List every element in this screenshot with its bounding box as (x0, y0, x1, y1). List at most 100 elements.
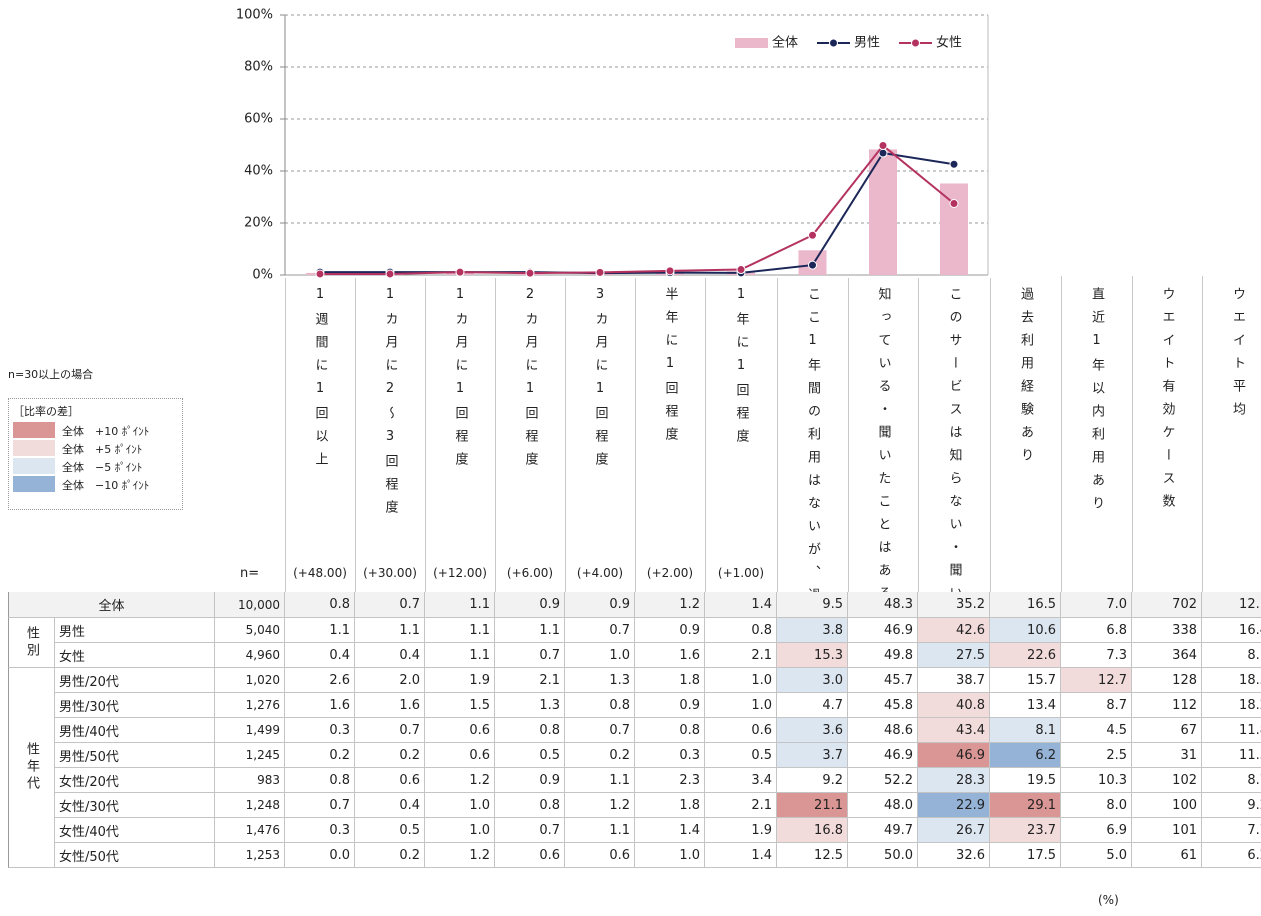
column-divider (355, 278, 356, 592)
value-cell: 1.6 (635, 643, 705, 668)
value-cell: 1.4 (705, 843, 777, 868)
legend-label: 男性 (854, 36, 880, 51)
column-divider (777, 278, 778, 592)
value-cell: 1.2 (425, 768, 495, 793)
value-cell: 1.1 (355, 618, 425, 643)
value-cell: 0.6 (425, 718, 495, 743)
value-cell: 0.9 (495, 592, 565, 618)
value-cell: 6.8 (1061, 618, 1132, 643)
column-divider (285, 278, 286, 592)
y-tick-label: 40% (244, 164, 273, 179)
column-divider (848, 278, 849, 592)
value-cell: 1.3 (565, 668, 635, 693)
value-cell: 45.7 (848, 668, 918, 693)
n-cell: 1,248 (215, 793, 285, 818)
n-cell: 1,476 (215, 818, 285, 843)
value-cell: 4.7 (777, 693, 848, 718)
column-header: 直近1年以内利用あり (1061, 287, 1132, 552)
legend-label: 全体 (62, 461, 84, 474)
value-cell: 26.7 (918, 818, 990, 843)
legend-points: −10 ﾎﾟｲﾝﾄ (95, 479, 150, 492)
column-divider (495, 278, 496, 592)
value-cell: 0.9 (635, 618, 705, 643)
value-cell: 1.0 (425, 818, 495, 843)
marker (455, 267, 465, 277)
value-cell: 11.3 (1202, 743, 1261, 768)
legend-swatch (13, 476, 55, 492)
value-cell: 48.0 (848, 793, 918, 818)
value-cell: 2.1 (495, 668, 565, 693)
value-cell: 338 (1132, 618, 1202, 643)
n-cell: 1,499 (215, 718, 285, 743)
value-cell: 0.6 (705, 718, 777, 743)
column-header: ここ1年間の利用はないが、過去に利用したことがある (777, 287, 848, 864)
legend-swatch (735, 38, 768, 48)
value-cell: 16.4 (1202, 618, 1261, 643)
column-header-text: 過去利用経験あり (1018, 287, 1033, 471)
value-cell: 0.8 (495, 793, 565, 818)
sublabel: (+1.00) (717, 566, 765, 580)
marker (595, 267, 605, 277)
unit: (%) (1098, 893, 1119, 907)
column-header: 1カ月に2～3回程度 (355, 287, 425, 552)
n-cell: 10,000 (215, 592, 285, 618)
value-cell: 32.6 (918, 843, 990, 868)
row-label: 女性/30代 (55, 793, 215, 818)
y-tick-label: 60% (244, 112, 273, 127)
value-cell: 46.9 (918, 743, 990, 768)
value-cell: 1.4 (705, 592, 777, 618)
column-header: ウエイト有効ケース数 (1132, 287, 1202, 552)
value-cell: 1.1 (565, 768, 635, 793)
value-cell: 49.8 (848, 643, 918, 668)
column-header-text: ここ1年間の利用はないが、過去に利用したことがある (805, 287, 820, 864)
n-cell: 983 (215, 768, 285, 793)
row-label: 全体 (8, 592, 215, 618)
row-label: 男性/40代 (55, 718, 215, 743)
value-cell: 1.5 (425, 693, 495, 718)
value-cell: 0.8 (285, 592, 355, 618)
value-cell: 27.5 (918, 643, 990, 668)
value-cell: 13.4 (990, 693, 1061, 718)
value-cell: 1.2 (635, 592, 705, 618)
column-header: 1カ月に1回程度 (425, 287, 495, 552)
value-cell: 0.9 (565, 592, 635, 618)
note: n=30以上の場合 (8, 368, 94, 381)
column-header-text: 1カ月に1回程度 (452, 287, 468, 475)
sublabel: (+30.00) (363, 566, 417, 580)
column-header-text: 3カ月に1回程度 (592, 287, 608, 475)
value-cell: 1.9 (425, 668, 495, 693)
value-cell: 9.5 (777, 592, 848, 618)
bar (940, 183, 968, 275)
value-cell: 1.1 (285, 618, 355, 643)
column-header-text: ウエイト平均 (1230, 287, 1245, 425)
value-cell: 12.1 (1202, 592, 1261, 618)
column-divider (425, 278, 426, 592)
value-cell: 0.3 (635, 743, 705, 768)
sublabel: (+12.00) (433, 566, 487, 580)
value-cell: 11.8 (1202, 718, 1261, 743)
value-cell: 1.3 (495, 693, 565, 718)
group-label-text: 性別 (24, 625, 39, 660)
column-header-text: 直近1年以内利用あり (1089, 287, 1104, 519)
y-tick-label: 20% (244, 216, 273, 231)
value-cell: 8.1 (1202, 643, 1261, 668)
value-cell: 0.3 (285, 818, 355, 843)
value-cell: 43.4 (918, 718, 990, 743)
marker (808, 230, 817, 240)
column-header: 1週間に1回以上 (285, 287, 355, 552)
legend-label: 全体 (772, 35, 798, 51)
value-cell: 48.3 (848, 592, 918, 618)
line (320, 151, 955, 275)
value-cell: 46.9 (848, 743, 918, 768)
value-cell: 0.7 (355, 718, 425, 743)
sublabel: (+6.00) (506, 566, 554, 580)
value-cell: 0.8 (285, 768, 355, 793)
value-cell: 0.7 (565, 618, 635, 643)
y-tick-label: 100% (236, 8, 273, 23)
column-header-text: 2カ月に1回程度 (522, 287, 538, 475)
value-cell: 8.1 (990, 718, 1061, 743)
n-cell: 1,276 (215, 693, 285, 718)
column-divider (635, 278, 636, 592)
value-cell: 1.1 (425, 618, 495, 643)
marker (736, 265, 746, 275)
